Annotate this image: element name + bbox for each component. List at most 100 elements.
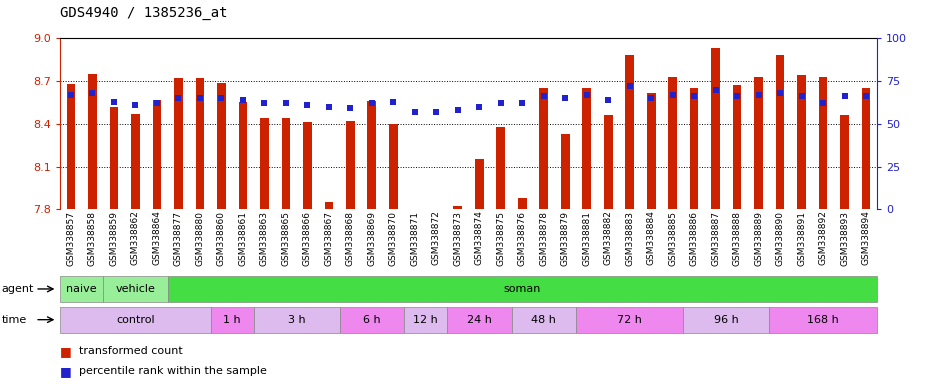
Text: GSM338857: GSM338857 [67, 210, 75, 266]
Bar [684, 307, 770, 333]
Point [558, 95, 573, 101]
Bar [281, 118, 290, 209]
Bar [690, 88, 698, 209]
Text: GSM338864: GSM338864 [153, 210, 161, 265]
Bar [153, 99, 161, 209]
Text: GSM338860: GSM338860 [216, 210, 226, 266]
Text: GSM338883: GSM338883 [625, 210, 635, 266]
Text: GSM338887: GSM338887 [711, 210, 721, 266]
Text: GSM338875: GSM338875 [496, 210, 505, 266]
Text: GSM338885: GSM338885 [668, 210, 677, 266]
Bar [253, 307, 339, 333]
Text: GSM338878: GSM338878 [539, 210, 549, 266]
Bar [447, 307, 512, 333]
Text: GSM338867: GSM338867 [325, 210, 333, 266]
Point [128, 102, 142, 108]
Bar [453, 207, 462, 209]
Text: GSM338869: GSM338869 [367, 210, 376, 266]
Text: GSM338892: GSM338892 [819, 210, 828, 265]
Bar [103, 276, 167, 302]
Text: GSM338872: GSM338872 [432, 210, 441, 265]
Text: 24 h: 24 h [467, 314, 492, 325]
Bar [174, 78, 182, 209]
Point [772, 90, 787, 96]
Text: 3 h: 3 h [288, 314, 305, 325]
Text: GSM338861: GSM338861 [239, 210, 247, 266]
Point [214, 95, 228, 101]
Text: control: control [116, 314, 154, 325]
Text: GSM338871: GSM338871 [411, 210, 419, 266]
Text: 1 h: 1 h [223, 314, 240, 325]
Bar [389, 124, 398, 209]
Point [85, 90, 100, 96]
Point [106, 99, 121, 105]
Text: vehicle: vehicle [116, 284, 155, 294]
Bar [604, 115, 612, 209]
Bar [497, 127, 505, 209]
Point [730, 93, 745, 99]
Point [300, 102, 314, 108]
Text: GSM338876: GSM338876 [518, 210, 526, 266]
Point [364, 100, 379, 106]
Bar [583, 88, 591, 209]
Text: GSM338882: GSM338882 [604, 210, 612, 265]
Bar [167, 276, 877, 302]
Bar [539, 88, 548, 209]
Point [278, 100, 293, 106]
Bar [819, 77, 828, 209]
Bar [733, 85, 742, 209]
Text: GSM338873: GSM338873 [453, 210, 462, 266]
Point [816, 100, 831, 106]
Point [709, 87, 723, 93]
Point [64, 92, 79, 98]
Bar [211, 307, 253, 333]
Bar [131, 114, 140, 209]
Bar [475, 159, 484, 209]
Bar [576, 307, 684, 333]
Text: time: time [2, 314, 27, 325]
Point [386, 99, 401, 105]
Point [236, 97, 251, 103]
Bar [797, 75, 806, 209]
Point [579, 92, 594, 98]
Bar [195, 78, 204, 209]
Point [429, 109, 444, 115]
Point [536, 93, 551, 99]
Point [665, 92, 680, 98]
Bar [776, 55, 784, 209]
Text: GSM338865: GSM338865 [281, 210, 290, 266]
Point [493, 100, 508, 106]
Bar [346, 121, 354, 209]
Text: 72 h: 72 h [617, 314, 642, 325]
Bar [109, 107, 118, 209]
Text: ■: ■ [60, 345, 72, 358]
Point [407, 109, 422, 115]
Text: 12 h: 12 h [413, 314, 438, 325]
Text: GSM338874: GSM338874 [475, 210, 484, 265]
Point [644, 95, 659, 101]
Text: ■: ■ [60, 365, 72, 378]
Point [515, 100, 530, 106]
Point [686, 93, 701, 99]
Bar [669, 77, 677, 209]
Point [858, 93, 873, 99]
Bar [647, 93, 656, 209]
Bar [239, 103, 247, 209]
Text: GDS4940 / 1385236_at: GDS4940 / 1385236_at [60, 6, 228, 20]
Bar [561, 134, 570, 209]
Bar [367, 101, 376, 209]
Bar [770, 307, 877, 333]
Bar [518, 198, 526, 209]
Point [623, 83, 637, 89]
Text: 48 h: 48 h [531, 314, 556, 325]
Text: 168 h: 168 h [808, 314, 839, 325]
Point [257, 100, 272, 106]
Text: GSM338884: GSM338884 [647, 210, 656, 265]
Text: GSM338880: GSM338880 [195, 210, 204, 266]
Point [150, 100, 165, 106]
Point [601, 97, 616, 103]
Point [450, 107, 465, 113]
Bar [625, 55, 634, 209]
Bar [404, 307, 447, 333]
Point [343, 105, 358, 111]
